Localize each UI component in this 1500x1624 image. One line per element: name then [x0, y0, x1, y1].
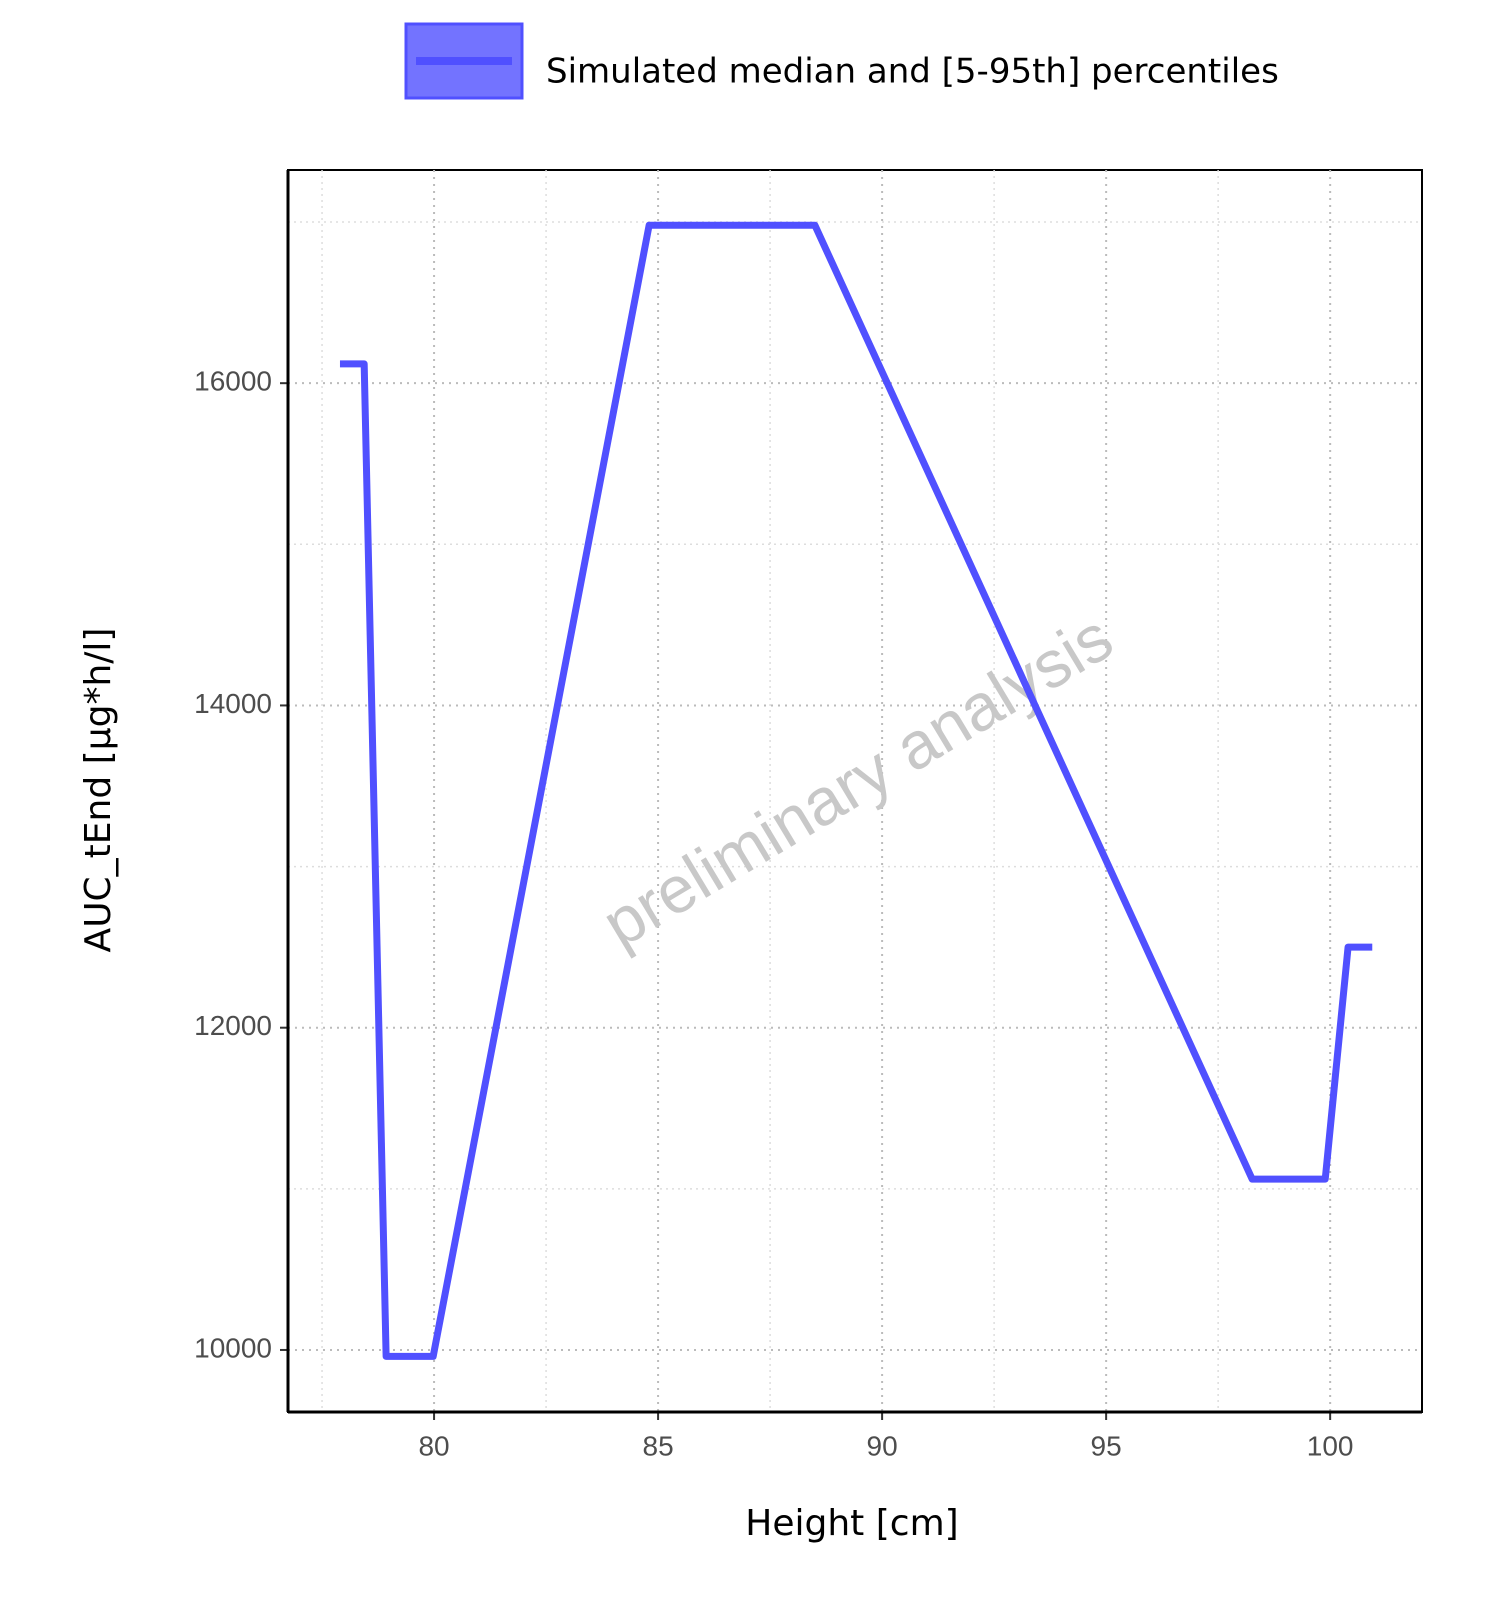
line	[339, 221, 1373, 1360]
x-axis-label: Height [cm]	[745, 1503, 958, 1544]
plot-panel	[287, 169, 1423, 1413]
y-tick-label: 16000	[194, 366, 272, 397]
y-tick-label: 10000	[194, 1332, 272, 1363]
x-tick-label: 90	[867, 1430, 898, 1461]
y-tick-label: 12000	[194, 1010, 272, 1041]
x-tick-label: 100	[1307, 1430, 1354, 1461]
legend-label: Simulated median and [5-95th] percentile…	[546, 52, 1279, 92]
y-tick-label: 14000	[194, 688, 272, 719]
x-tick-label: 85	[643, 1430, 674, 1461]
x-tick-label: 95	[1091, 1430, 1122, 1461]
y-axis-label: AUC_tEnd [µg*h/l]	[78, 628, 119, 953]
x-tick-label: 80	[418, 1430, 449, 1461]
